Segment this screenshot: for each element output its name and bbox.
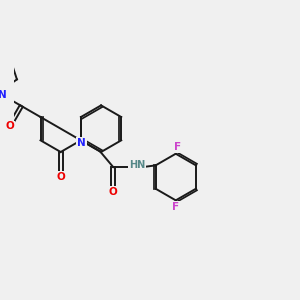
Text: HN: HN (129, 160, 146, 170)
Text: O: O (56, 172, 65, 182)
Text: N: N (0, 90, 7, 100)
Text: F: F (174, 142, 181, 152)
Text: F: F (172, 202, 179, 212)
Text: N: N (77, 138, 86, 148)
Text: O: O (109, 187, 118, 197)
Text: O: O (5, 122, 14, 131)
